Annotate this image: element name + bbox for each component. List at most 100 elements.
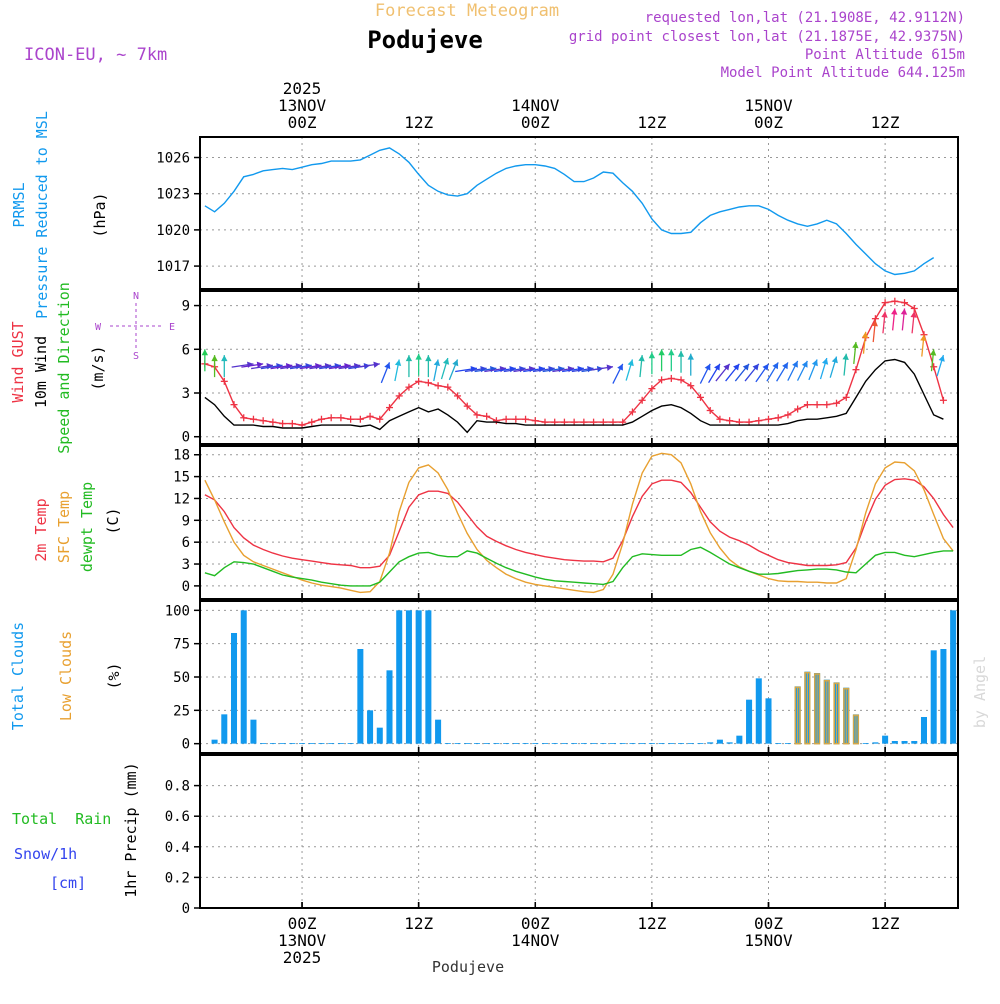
wind-direction-arrow xyxy=(668,349,675,372)
arrow-head xyxy=(742,363,750,371)
total-cloud-bar xyxy=(697,743,704,744)
gust-marker xyxy=(492,417,500,425)
total-cloud-bar xyxy=(765,698,772,744)
gust-marker xyxy=(881,299,889,307)
gust-marker xyxy=(813,401,821,409)
total-cloud-bar xyxy=(289,743,296,744)
arrow-head xyxy=(881,311,888,318)
total-cloud-bar xyxy=(405,610,412,744)
wind-panel: 0 3 6 9 xyxy=(182,290,959,446)
arrow-head xyxy=(373,361,380,368)
clouds-panel: 0 25 50 75 100 xyxy=(165,600,959,754)
credit-label: by Angel xyxy=(971,656,989,728)
time-tick-label: 2025 xyxy=(283,79,322,98)
temp-2m-label: 2m Temp xyxy=(32,498,50,561)
arrow-head xyxy=(831,356,838,364)
total-cloud-bar xyxy=(337,743,344,744)
y-tick-label: 0 xyxy=(182,737,190,753)
gust-marker xyxy=(230,401,238,409)
wind-direction-arrow xyxy=(638,355,645,378)
total-cloud-bar xyxy=(473,743,480,744)
total-cloud-bar xyxy=(571,743,578,744)
gust-marker xyxy=(726,417,734,425)
gust-marker xyxy=(463,402,471,410)
pressure-unit-label: (hPa) xyxy=(91,192,109,237)
wind-direction-arrow xyxy=(766,362,779,382)
time-tick-label: 12Z xyxy=(404,113,433,132)
wind-direction-arrow xyxy=(440,357,450,380)
total-cloud-bar xyxy=(211,739,218,744)
wind-direction-arrow xyxy=(861,331,869,354)
arrow-head xyxy=(433,359,441,366)
gust-marker xyxy=(803,401,811,409)
temp-unit-label: (C) xyxy=(104,507,122,534)
wind-direction-arrow xyxy=(829,356,838,378)
gust-marker xyxy=(658,376,666,384)
arrow-head xyxy=(443,358,450,365)
panel-frame xyxy=(199,290,959,445)
total-cloud-bar xyxy=(648,743,655,744)
arrow-head xyxy=(861,331,869,339)
wind-direction-arrow xyxy=(658,349,665,372)
total-cloud-bar xyxy=(522,743,529,744)
arrow-head xyxy=(606,364,614,371)
time-tick-label: 12Z xyxy=(871,113,900,132)
total-cloud-bar xyxy=(619,743,626,744)
gust-marker xyxy=(454,392,462,400)
panel-frame xyxy=(199,754,959,909)
pressure-panel: 1017 1020 1023 1026 xyxy=(156,136,959,290)
wind-direction-arrow xyxy=(936,354,945,377)
wind-direction-arrow xyxy=(612,363,624,384)
arrow-head xyxy=(920,334,927,342)
total-cloud-bar xyxy=(221,714,228,744)
gust-marker xyxy=(317,415,325,423)
point-altitude: Point Altitude 615m xyxy=(805,47,965,63)
pressure-labels: PRMSL Pressure Reduced to MSL (hPa) xyxy=(10,111,109,319)
arrow-head xyxy=(668,349,675,356)
wind-direction-arrow xyxy=(211,355,218,378)
arrow-head xyxy=(752,363,759,371)
total-cloud-bar xyxy=(415,610,422,744)
total-cloud-bar xyxy=(707,742,714,744)
total-cloud-bar xyxy=(279,743,286,744)
wind-direction-arrow xyxy=(744,363,760,382)
y-tick-label: 15 xyxy=(173,470,190,486)
gust-marker xyxy=(755,417,763,425)
arrow-head xyxy=(891,308,898,315)
arrow-head xyxy=(842,353,849,360)
total-cloud-bar xyxy=(755,678,762,744)
y-tick-label: 1020 xyxy=(156,223,190,239)
gust-marker xyxy=(259,417,267,425)
total-cloud-bar xyxy=(561,743,568,744)
time-tick-label: 00Z xyxy=(288,113,317,132)
y-tick-label: 1026 xyxy=(156,151,190,167)
total-cloud-bar xyxy=(920,717,927,744)
temp-sfc-label: SFC Temp xyxy=(55,491,73,563)
arrow-head xyxy=(415,353,422,360)
gust-marker xyxy=(648,385,656,393)
total-cloud-bar xyxy=(483,743,490,744)
arrow-head xyxy=(822,358,829,365)
total-cloud-bar xyxy=(940,649,947,744)
wind-direction-arrow xyxy=(221,355,228,378)
y-tick-label: 9 xyxy=(182,513,190,529)
gust-marker xyxy=(696,393,704,401)
total-cloud-bar xyxy=(600,743,607,744)
wind-direction-arrow xyxy=(842,353,849,376)
total-cloud-bar xyxy=(551,743,558,744)
total-cloud-bar xyxy=(901,741,908,744)
wind-direction-arrow xyxy=(891,308,898,331)
wind-direction-arrow xyxy=(394,359,402,382)
total-cloud-bar xyxy=(512,743,519,744)
arrow-head xyxy=(687,353,694,360)
wind-direction-arrow xyxy=(819,357,829,380)
total-cloud-bar xyxy=(454,743,461,744)
arrow-head xyxy=(384,362,391,370)
temp-dewpt-label: dewpt Temp xyxy=(78,482,96,572)
total-cloud-bar xyxy=(911,741,918,744)
total-cloud-bar xyxy=(862,743,869,744)
wind-direction-arrow xyxy=(448,359,459,381)
arrow-head xyxy=(221,355,228,362)
total-cloud-bar xyxy=(668,743,675,744)
